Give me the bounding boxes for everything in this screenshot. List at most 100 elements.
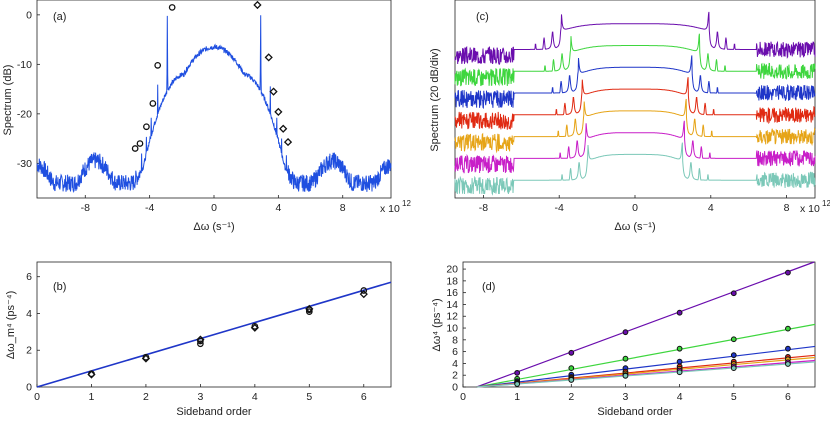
panel-d-fit-3-point (730, 352, 737, 359)
panel-d-fit-7-point (676, 369, 683, 376)
panel-d-fit-2-line (476, 323, 816, 388)
panel-c-trace-3 (454, 55, 816, 109)
panel-d-ylabel: Δω⁴ (ps⁻⁴) (431, 298, 443, 351)
panel-b-diamond-point (196, 335, 205, 344)
panel-b-ytick-label: 6 (26, 271, 32, 283)
panel-d-ytick-label: 6 (452, 346, 458, 358)
panel-b-diamond-point (250, 323, 259, 332)
panel-a-circle-marker (154, 61, 162, 69)
panel-d-fit-1-line (476, 261, 815, 388)
panel-a-xtick-label: 0 (211, 202, 217, 214)
panel-d-ytick-label: 2 (452, 370, 458, 382)
panel-d-fit-7-point (622, 372, 629, 379)
panel-c-xtick-label: 0 (632, 202, 638, 214)
panel-b-frame (36, 261, 392, 388)
panel-d-fit-7-point (730, 365, 737, 372)
panel-b-fit-line (36, 281, 392, 388)
panel-b-xlabel: Sideband order (176, 406, 252, 418)
panel-d-fit-2-point (676, 345, 683, 352)
panel-d-ytick-label: 18 (446, 275, 458, 287)
panel-c-ylabel: Spectrum (20 dB/div) (429, 48, 441, 151)
panel-d-ytick-label: 16 (446, 287, 458, 299)
panel-d-fit-2-point (730, 336, 737, 343)
panel-b-diamond-point (305, 304, 314, 313)
panel-d-ytick-label: 10 (446, 323, 458, 335)
panel-b-xtick-label: 5 (306, 391, 312, 403)
panel-b-xtick-label: 3 (197, 391, 203, 403)
panel-c-xtick-label: -8 (479, 202, 488, 214)
panel-a-circle-marker (143, 123, 150, 131)
panel-a-diamond-marker (283, 137, 293, 147)
panel-a-ytick-label: 0 (26, 9, 32, 21)
panel-a-circle-marker (136, 140, 144, 147)
panel-d-xtick-label: 1 (514, 391, 520, 403)
panel-b-ylabel: Δω_m⁴ (ps⁻⁴) (5, 291, 17, 359)
panel-b-xtick-label: 6 (361, 391, 367, 403)
panel-a-spectrum-line (36, 15, 392, 194)
panel-a-circle-marker (149, 100, 157, 107)
panel-a-diamond-marker (274, 107, 283, 116)
panel-a-diamond-marker (253, 0, 262, 10)
panel-a-xtick-label: -8 (81, 202, 90, 214)
panel-b-circle-point (197, 337, 204, 345)
panel-c-trace-7 (454, 142, 816, 196)
panel-d-ytick-label: 14 (446, 299, 458, 311)
panel-b-xtick-label: 2 (143, 391, 149, 403)
panel-a-diamond-marker (279, 124, 288, 133)
panel-a-diamond-marker (264, 53, 273, 62)
panel-d-fit-7-line (476, 361, 816, 388)
panel-d-fit-1-point (514, 369, 521, 376)
panel-a-ylabel: Spectrum (dB) (2, 65, 14, 136)
panel-d-xlabel: Sideband order (597, 406, 673, 418)
panel-d-fit-7-point (785, 361, 791, 367)
panel-d-fit-3-point (785, 345, 791, 352)
panel-a-xtick-label: 8 (340, 202, 346, 214)
panel-d-xtick-label: 0 (460, 391, 466, 403)
panel-c-xtick-label: 8 (784, 202, 790, 214)
panel-b-circle-point (197, 340, 204, 348)
panel-b-diamond-point (359, 290, 368, 299)
panel-d-ytick-label: 12 (446, 311, 458, 323)
panel-a-xtick-label: -4 (145, 202, 154, 214)
panel-a-ytick-label: -30 (17, 158, 32, 170)
panel-a-x-multiplier: x 10 (380, 203, 400, 215)
panel-d-fit-2-point (568, 365, 575, 372)
panel-d-fit-2-point (622, 355, 629, 362)
panel-a-label: (a) (53, 11, 66, 23)
panel-c-xtick-label: -4 (555, 202, 564, 214)
panel-d-fit-3-point (676, 358, 683, 365)
panel-d-ytick-label: 0 (452, 382, 458, 394)
panel-c-x-exponent: 12 (822, 199, 830, 208)
panel-b-diamond-point (141, 354, 151, 363)
panel-d-xtick-label: 5 (731, 391, 737, 403)
panel-d-ytick-label: 8 (452, 334, 458, 346)
panel-c-xlabel: Δω (s⁻¹) (614, 221, 655, 233)
panel-a-ytick-label: -10 (17, 59, 32, 71)
panel-b-label: (b) (53, 281, 66, 293)
panel-c-label: (c) (476, 11, 489, 23)
panel-a-xtick-label: 4 (275, 202, 281, 214)
panel-c-xtick-label: 4 (708, 202, 714, 214)
panel-a: -8 -4 0 4 8 -30 -20 -10 0 (a) Δω (s⁻¹) Spectrum … (2, 0, 411, 233)
panel-c-trace-6 (454, 120, 816, 174)
panel-d-fit-2-point (785, 325, 791, 332)
panel-c-trace-5 (454, 98, 816, 154)
panel-b-xtick-label: 0 (34, 391, 40, 403)
panel-d-fit-7-point (514, 381, 521, 387)
panel-d-fit-1-point (676, 309, 683, 316)
panel-c-trace-4 (454, 77, 816, 130)
panel-d-ytick-label: 4 (452, 358, 458, 370)
panel-d-fit-1-point (622, 329, 629, 336)
panel-a-ytick-label: -20 (17, 108, 32, 120)
panel-c-trace-2 (454, 33, 816, 87)
panel-a-frame (36, 0, 392, 199)
panel-b-xtick-label: 4 (252, 391, 258, 403)
panel-a-marks: -8 -4 0 4 8 -30 -20 -10 0 (17, 0, 392, 214)
panel-b-ytick-label: 2 (26, 345, 32, 357)
panel-b-diamond-point (87, 370, 96, 379)
panel-d-xtick-label: 3 (623, 391, 629, 403)
panel-d-fit-7-point (568, 377, 575, 383)
panel-b-ytick-label: 0 (26, 382, 32, 394)
